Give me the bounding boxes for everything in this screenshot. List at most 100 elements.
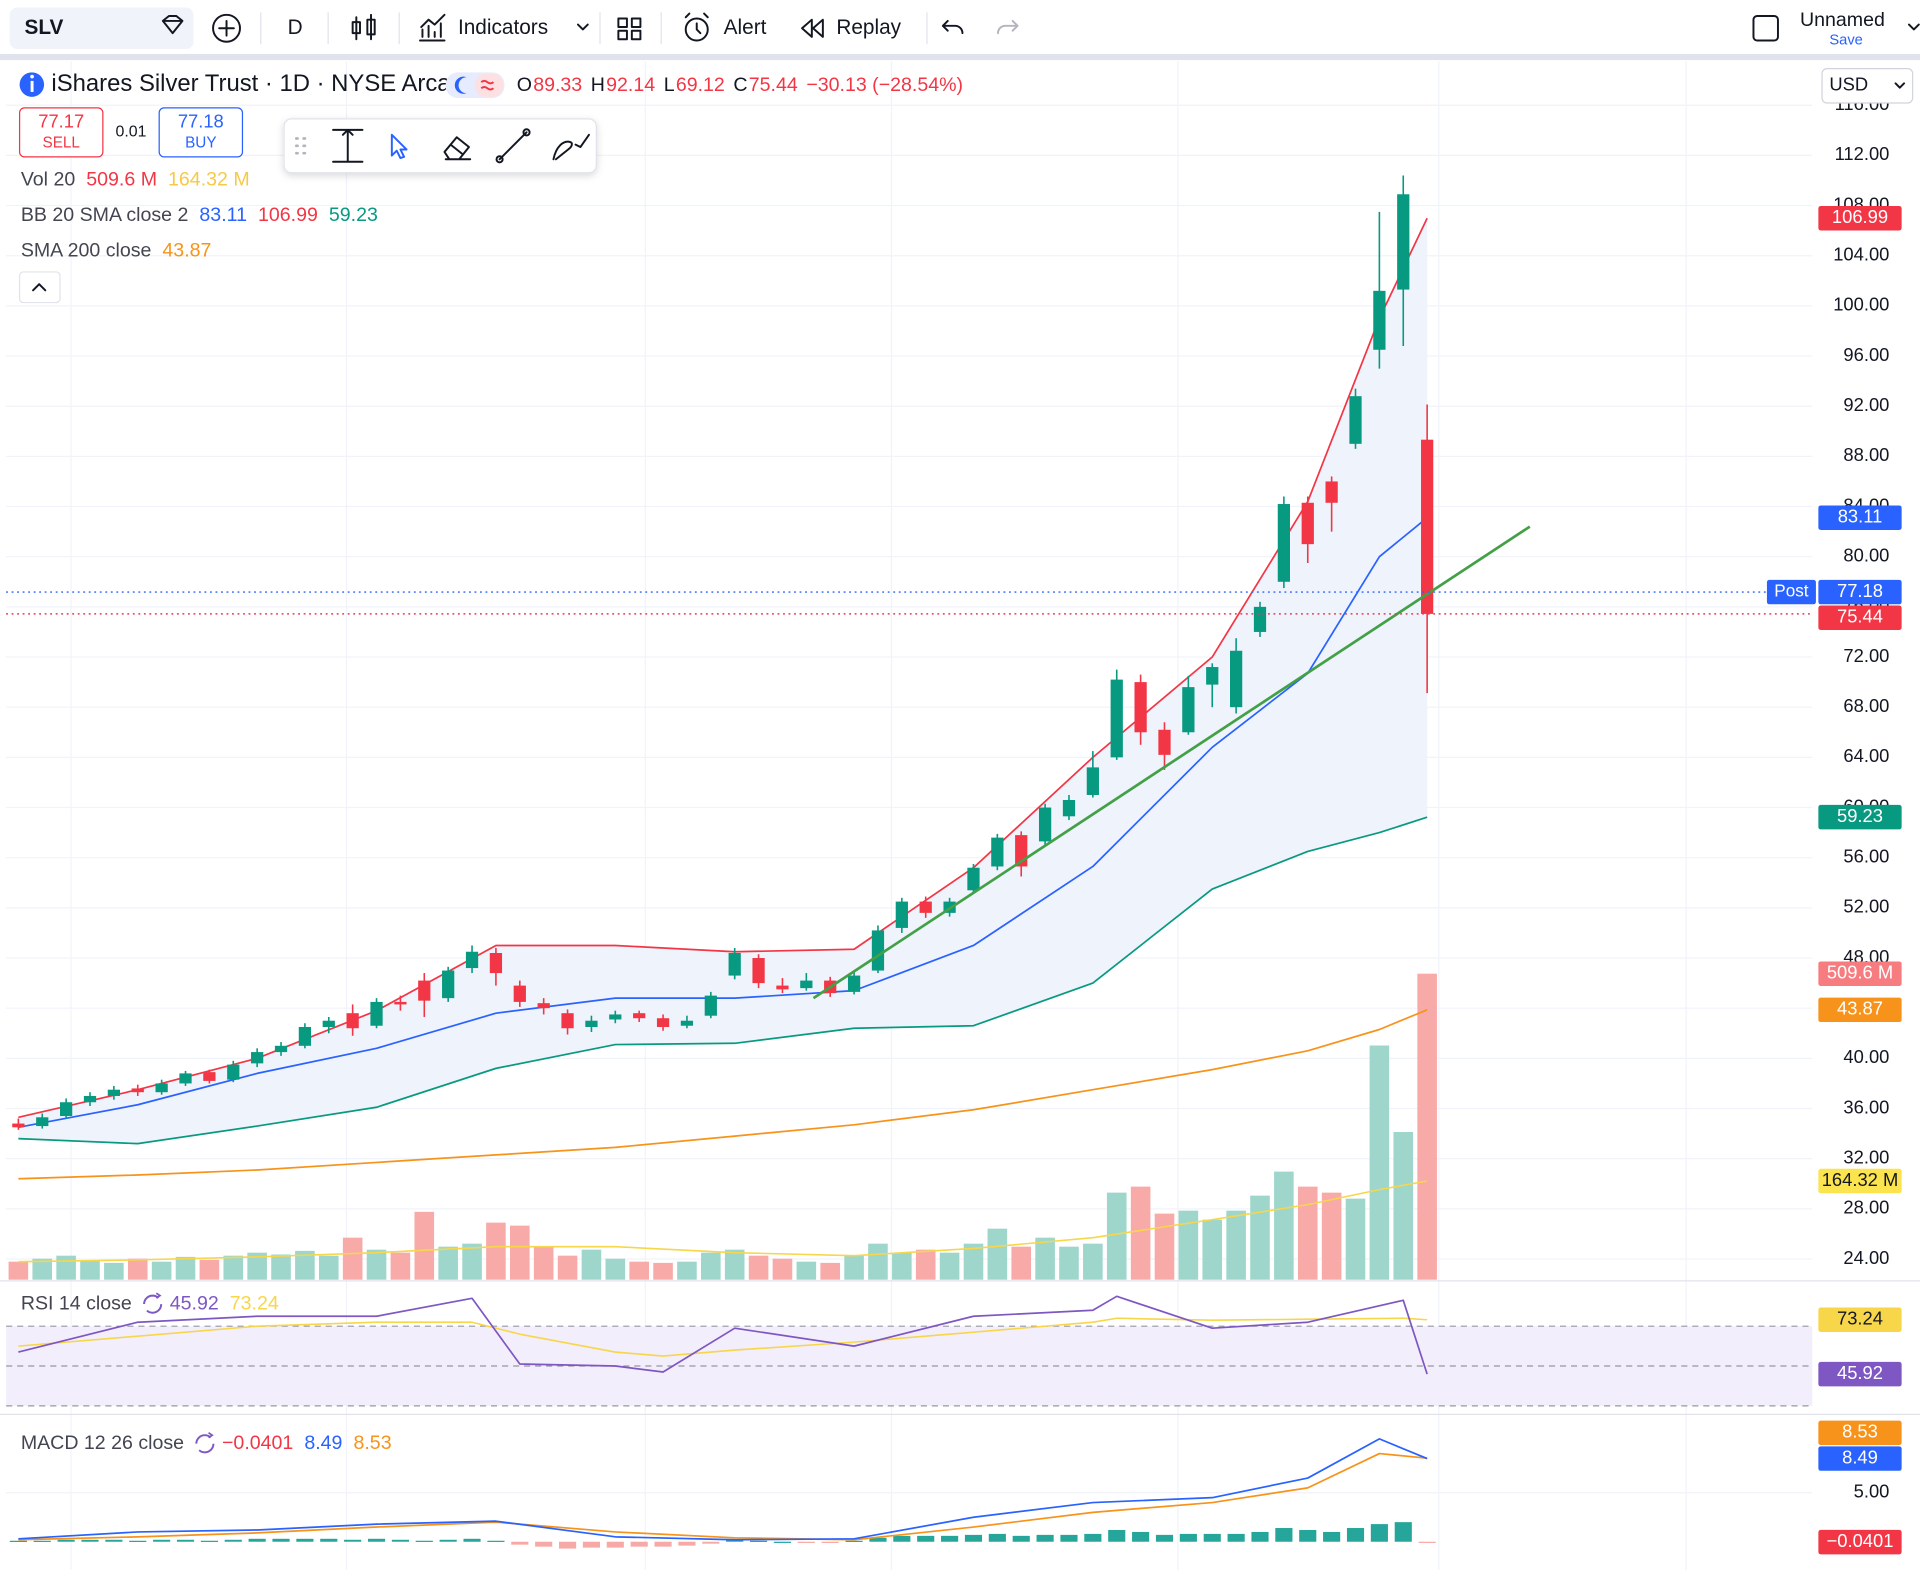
chart-type-icon[interactable]: [351, 13, 376, 41]
add-icon[interactable]: [212, 13, 241, 43]
indicators-icon[interactable]: [419, 13, 446, 42]
macd-histogram-bar: [1346, 1528, 1365, 1542]
sma-line: [18, 1009, 1428, 1180]
volume-bar: [8, 1261, 29, 1280]
volume-bar: [533, 1246, 554, 1280]
study-icon: [195, 1434, 215, 1454]
macd-histogram-bar: [1155, 1534, 1174, 1542]
y-tick-label: 36.00: [1843, 1096, 1889, 1117]
plot-area: 24.0028.0032.0036.0040.0044.0048.0052.00…: [6, 93, 1902, 1555]
volume-bar: [724, 1249, 745, 1280]
macd-histogram-bar: [1370, 1524, 1388, 1542]
candle-body: [1062, 799, 1076, 817]
candle-body: [489, 952, 503, 974]
candle-body: [919, 901, 932, 913]
candle-body: [1349, 396, 1362, 444]
delay-badge: [475, 73, 504, 97]
y-tick-label: 112.00: [1835, 143, 1890, 164]
macd-histogram-bar: [845, 1540, 863, 1542]
volume-bar: [963, 1243, 984, 1280]
currency[interactable]: USD: [1829, 74, 1868, 95]
brush-tool[interactable]: [552, 133, 590, 161]
candle-body: [12, 1123, 25, 1128]
layout-icon[interactable]: [617, 17, 642, 41]
undo-icon[interactable]: [941, 19, 964, 35]
currency-selector[interactable]: [1821, 68, 1914, 104]
logo-glyph: [30, 80, 34, 92]
diamond-icon[interactable]: [161, 15, 184, 35]
drag-handle[interactable]: [294, 137, 307, 155]
indicators-button[interactable]: Indicators: [458, 16, 548, 39]
volume-bar: [295, 1250, 315, 1280]
candle-body: [251, 1052, 264, 1064]
candle-body: [537, 1003, 550, 1009]
axis-badge-label: 8.49: [1842, 1446, 1878, 1467]
cursor-tool[interactable]: [390, 133, 408, 160]
candle-body: [442, 970, 455, 999]
moon-icon: [454, 76, 467, 94]
macd-histogram-bar: [224, 1539, 242, 1542]
candle-body: [60, 1102, 73, 1117]
volume-bar: [557, 1255, 578, 1280]
symbol[interactable]: SLV: [24, 16, 63, 39]
buy-button[interactable]: [158, 107, 244, 158]
axis-badge: [1818, 1168, 1902, 1194]
candle-body: [1230, 650, 1243, 708]
volume-bar: [223, 1255, 244, 1280]
symbol-search[interactable]: [9, 7, 194, 50]
macd-histogram-bar: [917, 1535, 935, 1542]
layout-name[interactable]: Unnamed: [1800, 9, 1885, 31]
macd-histogram-bar: [415, 1540, 433, 1542]
volume-bar: [1035, 1237, 1055, 1280]
volume-bar: [820, 1262, 840, 1280]
alert-button[interactable]: Alert: [724, 16, 767, 39]
volume-bar: [796, 1261, 817, 1280]
trendline: [812, 525, 1531, 1000]
ohlc-value: 89.33: [533, 74, 582, 96]
candle-body: [346, 1013, 359, 1029]
trendline-tool[interactable]: [498, 131, 528, 161]
replay-button[interactable]: Replay: [836, 16, 901, 39]
volume-bar: [271, 1254, 291, 1280]
alert-icon[interactable]: [684, 17, 709, 42]
candle-body: [1301, 502, 1314, 545]
candle-body: [1277, 504, 1290, 582]
axis-badge-label: 83.11: [1838, 506, 1883, 527]
layout-chevron[interactable]: [1908, 23, 1920, 31]
sell-button[interactable]: [18, 107, 104, 158]
y-tick-label: 56.00: [1843, 846, 1889, 867]
top-toolbar: SLV D Indicators Alert Replay Unnamed Sa…: [0, 0, 1920, 61]
replay-icon[interactable]: [801, 18, 824, 38]
measure-tool[interactable]: [332, 128, 364, 163]
sell-label: SELL: [43, 134, 80, 151]
axis-badge: [1818, 804, 1902, 830]
layout-square-icon[interactable]: [1752, 15, 1779, 42]
eraser-tool[interactable]: [443, 136, 472, 161]
macd-histogram-bar: [1012, 1535, 1030, 1542]
candle-body: [1206, 667, 1219, 685]
save-label[interactable]: Save: [1829, 32, 1862, 48]
volume-bar: [987, 1228, 1008, 1280]
macd-histogram-bar: [439, 1539, 457, 1542]
macd-histogram-bar: [606, 1541, 624, 1548]
candle-body: [561, 1013, 574, 1029]
macd-histogram-bar: [1060, 1534, 1078, 1542]
macd-histogram-bar: [1323, 1531, 1341, 1542]
redo-icon[interactable]: [996, 19, 1019, 35]
volume-bar: [701, 1252, 721, 1280]
macd-histogram-bar: [344, 1539, 362, 1542]
volume-bar: [844, 1255, 864, 1280]
macd-histogram-bar: [1036, 1534, 1054, 1542]
interval[interactable]: D: [288, 16, 303, 39]
candle-body: [513, 985, 526, 1002]
macd-histogram-bar: [535, 1541, 553, 1547]
candle-body: [895, 901, 908, 928]
macd-histogram-bar: [33, 1540, 51, 1542]
study-value: 43.87: [162, 239, 211, 261]
collapse-legend-button[interactable]: [18, 271, 61, 304]
volume-bar: [892, 1252, 912, 1280]
macd-histogram-bar: [248, 1538, 266, 1542]
volume-bar: [1106, 1192, 1127, 1280]
dropdown-chevron[interactable]: [576, 23, 589, 31]
